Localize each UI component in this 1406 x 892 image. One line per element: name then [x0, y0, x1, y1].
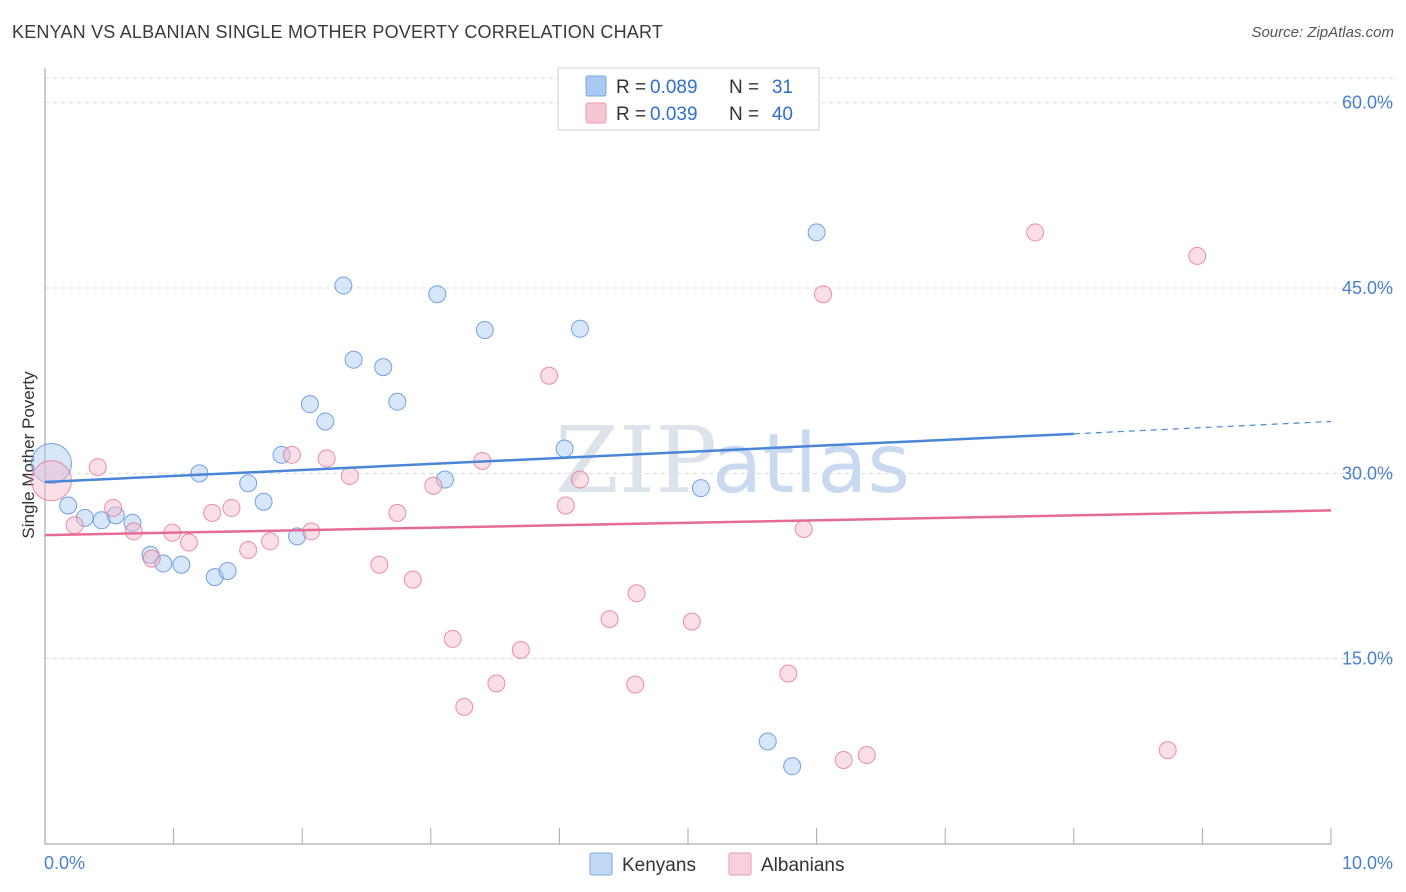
point-kenyans-30: [807, 223, 826, 242]
point-kenyans-29: [783, 757, 802, 776]
bottom-legend-kenyans: Kenyans: [622, 855, 696, 876]
point-albanians-30: [682, 612, 701, 631]
point-albanians-3: [104, 498, 123, 517]
point-albanians-20: [443, 629, 462, 648]
point-albanians-38: [1188, 246, 1207, 265]
y-tick-label-30: 30.0%: [1342, 463, 1393, 483]
point-albanians-18: [403, 570, 422, 589]
point-albanians-16: [370, 555, 389, 574]
x-tick-label-min: 0.0%: [44, 853, 85, 873]
bottom-legend-albanians: Albanians: [761, 855, 844, 876]
point-albanians-9: [222, 498, 241, 517]
point-albanians-5: [142, 549, 161, 568]
legend-n-value-0: 31: [772, 77, 793, 98]
point-albanians-37: [1158, 741, 1177, 760]
point-kenyans-23: [435, 470, 454, 489]
point-albanians-10: [239, 540, 258, 559]
point-kenyans-20: [374, 358, 393, 377]
chart-source: Source: ZipAtlas.com: [1251, 24, 1394, 41]
point-kenyans-19: [344, 350, 363, 369]
point-kenyans-26: [570, 319, 589, 338]
point-kenyans-1: [59, 496, 78, 515]
point-albanians-36: [1026, 223, 1045, 242]
point-albanians-11: [261, 532, 280, 551]
grid-lines: [45, 77, 1393, 660]
legend-r-value-1: 0.039: [650, 104, 698, 125]
legend-r-label-1: R =: [616, 104, 646, 125]
point-albanians-13: [302, 522, 321, 541]
point-albanians-21: [455, 697, 474, 716]
legend-n-label-1: N =: [729, 104, 759, 125]
point-albanians-31: [779, 664, 798, 683]
point-albanians-12: [282, 445, 301, 464]
legend-r-value-0: 0.089: [650, 77, 698, 98]
watermark-atlas: atlas: [712, 417, 910, 512]
point-albanians-19: [424, 476, 443, 495]
point-albanians-25: [540, 366, 559, 385]
y-axis-tick-labels: 15.0% 30.0% 45.0% 60.0%: [1342, 93, 1393, 669]
point-kenyans-4: [106, 506, 125, 525]
y-tick-label-15: 15.0%: [1342, 649, 1393, 669]
x-axis-ticks: [173, 828, 1332, 844]
point-albanians-33: [814, 285, 833, 304]
point-albanians-17: [388, 503, 407, 522]
point-kenyans-3: [92, 511, 111, 530]
legend-swatch-kenyans: [585, 75, 607, 97]
point-albanians-29: [626, 675, 645, 694]
y-axis-label: Single Mother Poverty: [19, 371, 38, 539]
point-albanians-27: [570, 470, 589, 489]
point-kenyans-25: [555, 439, 574, 458]
point-albanians-23: [487, 674, 506, 693]
point-kenyans-28: [758, 732, 777, 751]
x-tick-label-max: 10.0%: [1342, 853, 1393, 873]
point-albanians-24: [511, 641, 530, 660]
bottom-legend-swatch-albanians: [728, 852, 752, 876]
point-albanians-1: [65, 516, 84, 535]
trend-line-kenyans-extension: [1073, 420, 1332, 435]
legend: R = 0.089 N = 31 R = 0.039 N = 40: [557, 67, 820, 131]
point-albanians-7: [180, 533, 199, 552]
point-albanians-28: [600, 610, 619, 629]
trend-lines: [44, 420, 1332, 537]
point-kenyans-13: [254, 492, 273, 511]
point-albanians-32: [794, 519, 813, 538]
watermark-zip: ZIP: [555, 407, 717, 514]
point-kenyans-12: [239, 474, 258, 493]
legend-r-label-0: R =: [616, 77, 646, 98]
point-albanians-8: [203, 503, 222, 522]
point-albanians-39: [627, 584, 646, 603]
legend-n-value-1: 40: [772, 104, 793, 125]
point-albanians-4: [124, 522, 143, 541]
point-kenyans-22: [428, 285, 447, 304]
point-kenyans-14: [272, 445, 291, 464]
legend-swatch-albanians: [585, 102, 607, 124]
data-points: [30, 223, 1207, 776]
point-kenyans-8: [172, 555, 191, 574]
point-albanians-26: [556, 496, 575, 515]
point-albanians-15: [340, 466, 359, 485]
point-albanians-14: [317, 449, 336, 468]
y-tick-label-45: 45.0%: [1342, 278, 1393, 298]
point-kenyans-27: [691, 479, 710, 498]
y-tick-label-60: 60.0%: [1342, 93, 1393, 113]
legend-n-label-0: N =: [729, 77, 759, 98]
bottom-legend-swatch-kenyans: [589, 852, 613, 876]
point-albanians-35: [857, 746, 876, 765]
point-kenyans-7: [154, 554, 173, 573]
trend-line-albanians: [44, 509, 1332, 537]
point-kenyans-21: [388, 392, 407, 411]
point-kenyans-18: [334, 276, 353, 295]
chart-title: KENYAN VS ALBANIAN SINGLE MOTHER POVERTY…: [12, 22, 664, 42]
point-kenyans-11: [218, 561, 237, 580]
point-kenyans-16: [300, 395, 319, 414]
point-kenyans-24: [475, 321, 494, 340]
bottom-legend: Kenyans Albanians: [589, 852, 844, 876]
point-kenyans-15: [288, 527, 307, 546]
point-kenyans-0: [30, 442, 72, 484]
point-kenyans-17: [316, 412, 335, 431]
point-albanians-2: [88, 458, 107, 477]
point-albanians-34: [834, 750, 853, 769]
trend-line-kenyans: [44, 432, 1074, 484]
